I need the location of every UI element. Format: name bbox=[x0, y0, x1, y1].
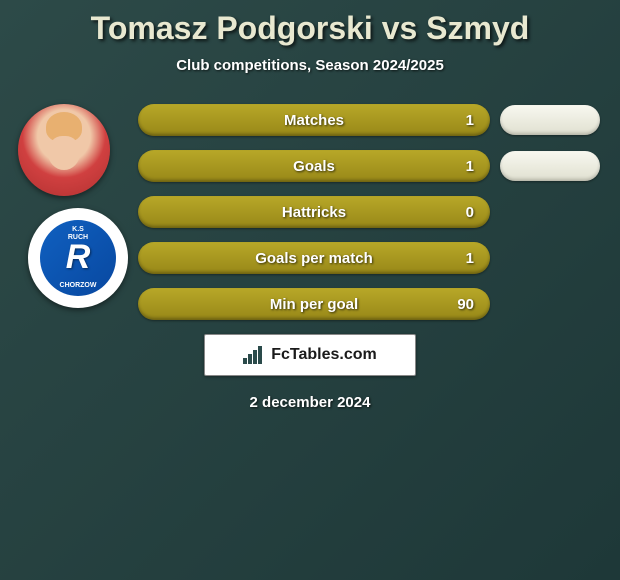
stat-pill: Hattricks 0 bbox=[138, 196, 490, 228]
avatar-column: K.S RUCH R CHORZOW bbox=[8, 104, 128, 308]
brand-box: FcTables.com bbox=[204, 334, 416, 376]
club-mid-text: RUCH bbox=[68, 234, 88, 241]
stat-label: Goals per match bbox=[138, 250, 490, 267]
stat-value: 1 bbox=[466, 250, 474, 267]
stat-row: Min per goal 90 bbox=[138, 288, 600, 320]
stat-value: 1 bbox=[466, 158, 474, 175]
side-pill bbox=[500, 151, 600, 181]
brand-chart-icon bbox=[243, 346, 265, 364]
club-top-text: K.S bbox=[72, 226, 84, 233]
stat-pill: Min per goal 90 bbox=[138, 288, 490, 320]
page-subtitle: Club competitions, Season 2024/2025 bbox=[0, 57, 620, 74]
club-logo: K.S RUCH R CHORZOW bbox=[40, 220, 116, 296]
side-spacer bbox=[500, 289, 600, 319]
stat-row: Hattricks 0 bbox=[138, 196, 600, 228]
stat-row: Goals 1 bbox=[138, 150, 600, 182]
stat-value: 0 bbox=[466, 204, 474, 221]
stat-label: Matches bbox=[138, 112, 490, 129]
stat-label: Min per goal bbox=[138, 296, 490, 313]
stat-pill: Matches 1 bbox=[138, 104, 490, 136]
side-spacer bbox=[500, 243, 600, 273]
club-bottom-text: CHORZOW bbox=[60, 282, 97, 289]
stat-pill: Goals 1 bbox=[138, 150, 490, 182]
club-letter: R bbox=[66, 240, 91, 274]
stat-label: Hattricks bbox=[138, 204, 490, 221]
stat-value: 90 bbox=[457, 296, 474, 313]
content-area: K.S RUCH R CHORZOW Matches 1 Goals 1 Hat… bbox=[0, 104, 620, 320]
side-pill bbox=[500, 105, 600, 135]
stat-label: Goals bbox=[138, 158, 490, 175]
stat-row: Matches 1 bbox=[138, 104, 600, 136]
stat-value: 1 bbox=[466, 112, 474, 129]
date-text: 2 december 2024 bbox=[0, 394, 620, 411]
side-spacer bbox=[500, 197, 600, 227]
player1-avatar bbox=[18, 104, 110, 196]
brand-text: FcTables.com bbox=[271, 346, 377, 364]
stats-list: Matches 1 Goals 1 Hattricks 0 Goals per … bbox=[138, 104, 600, 320]
stat-row: Goals per match 1 bbox=[138, 242, 600, 274]
stat-pill: Goals per match 1 bbox=[138, 242, 490, 274]
player2-avatar: K.S RUCH R CHORZOW bbox=[28, 208, 128, 308]
page-title: Tomasz Podgorski vs Szmyd bbox=[0, 0, 620, 47]
